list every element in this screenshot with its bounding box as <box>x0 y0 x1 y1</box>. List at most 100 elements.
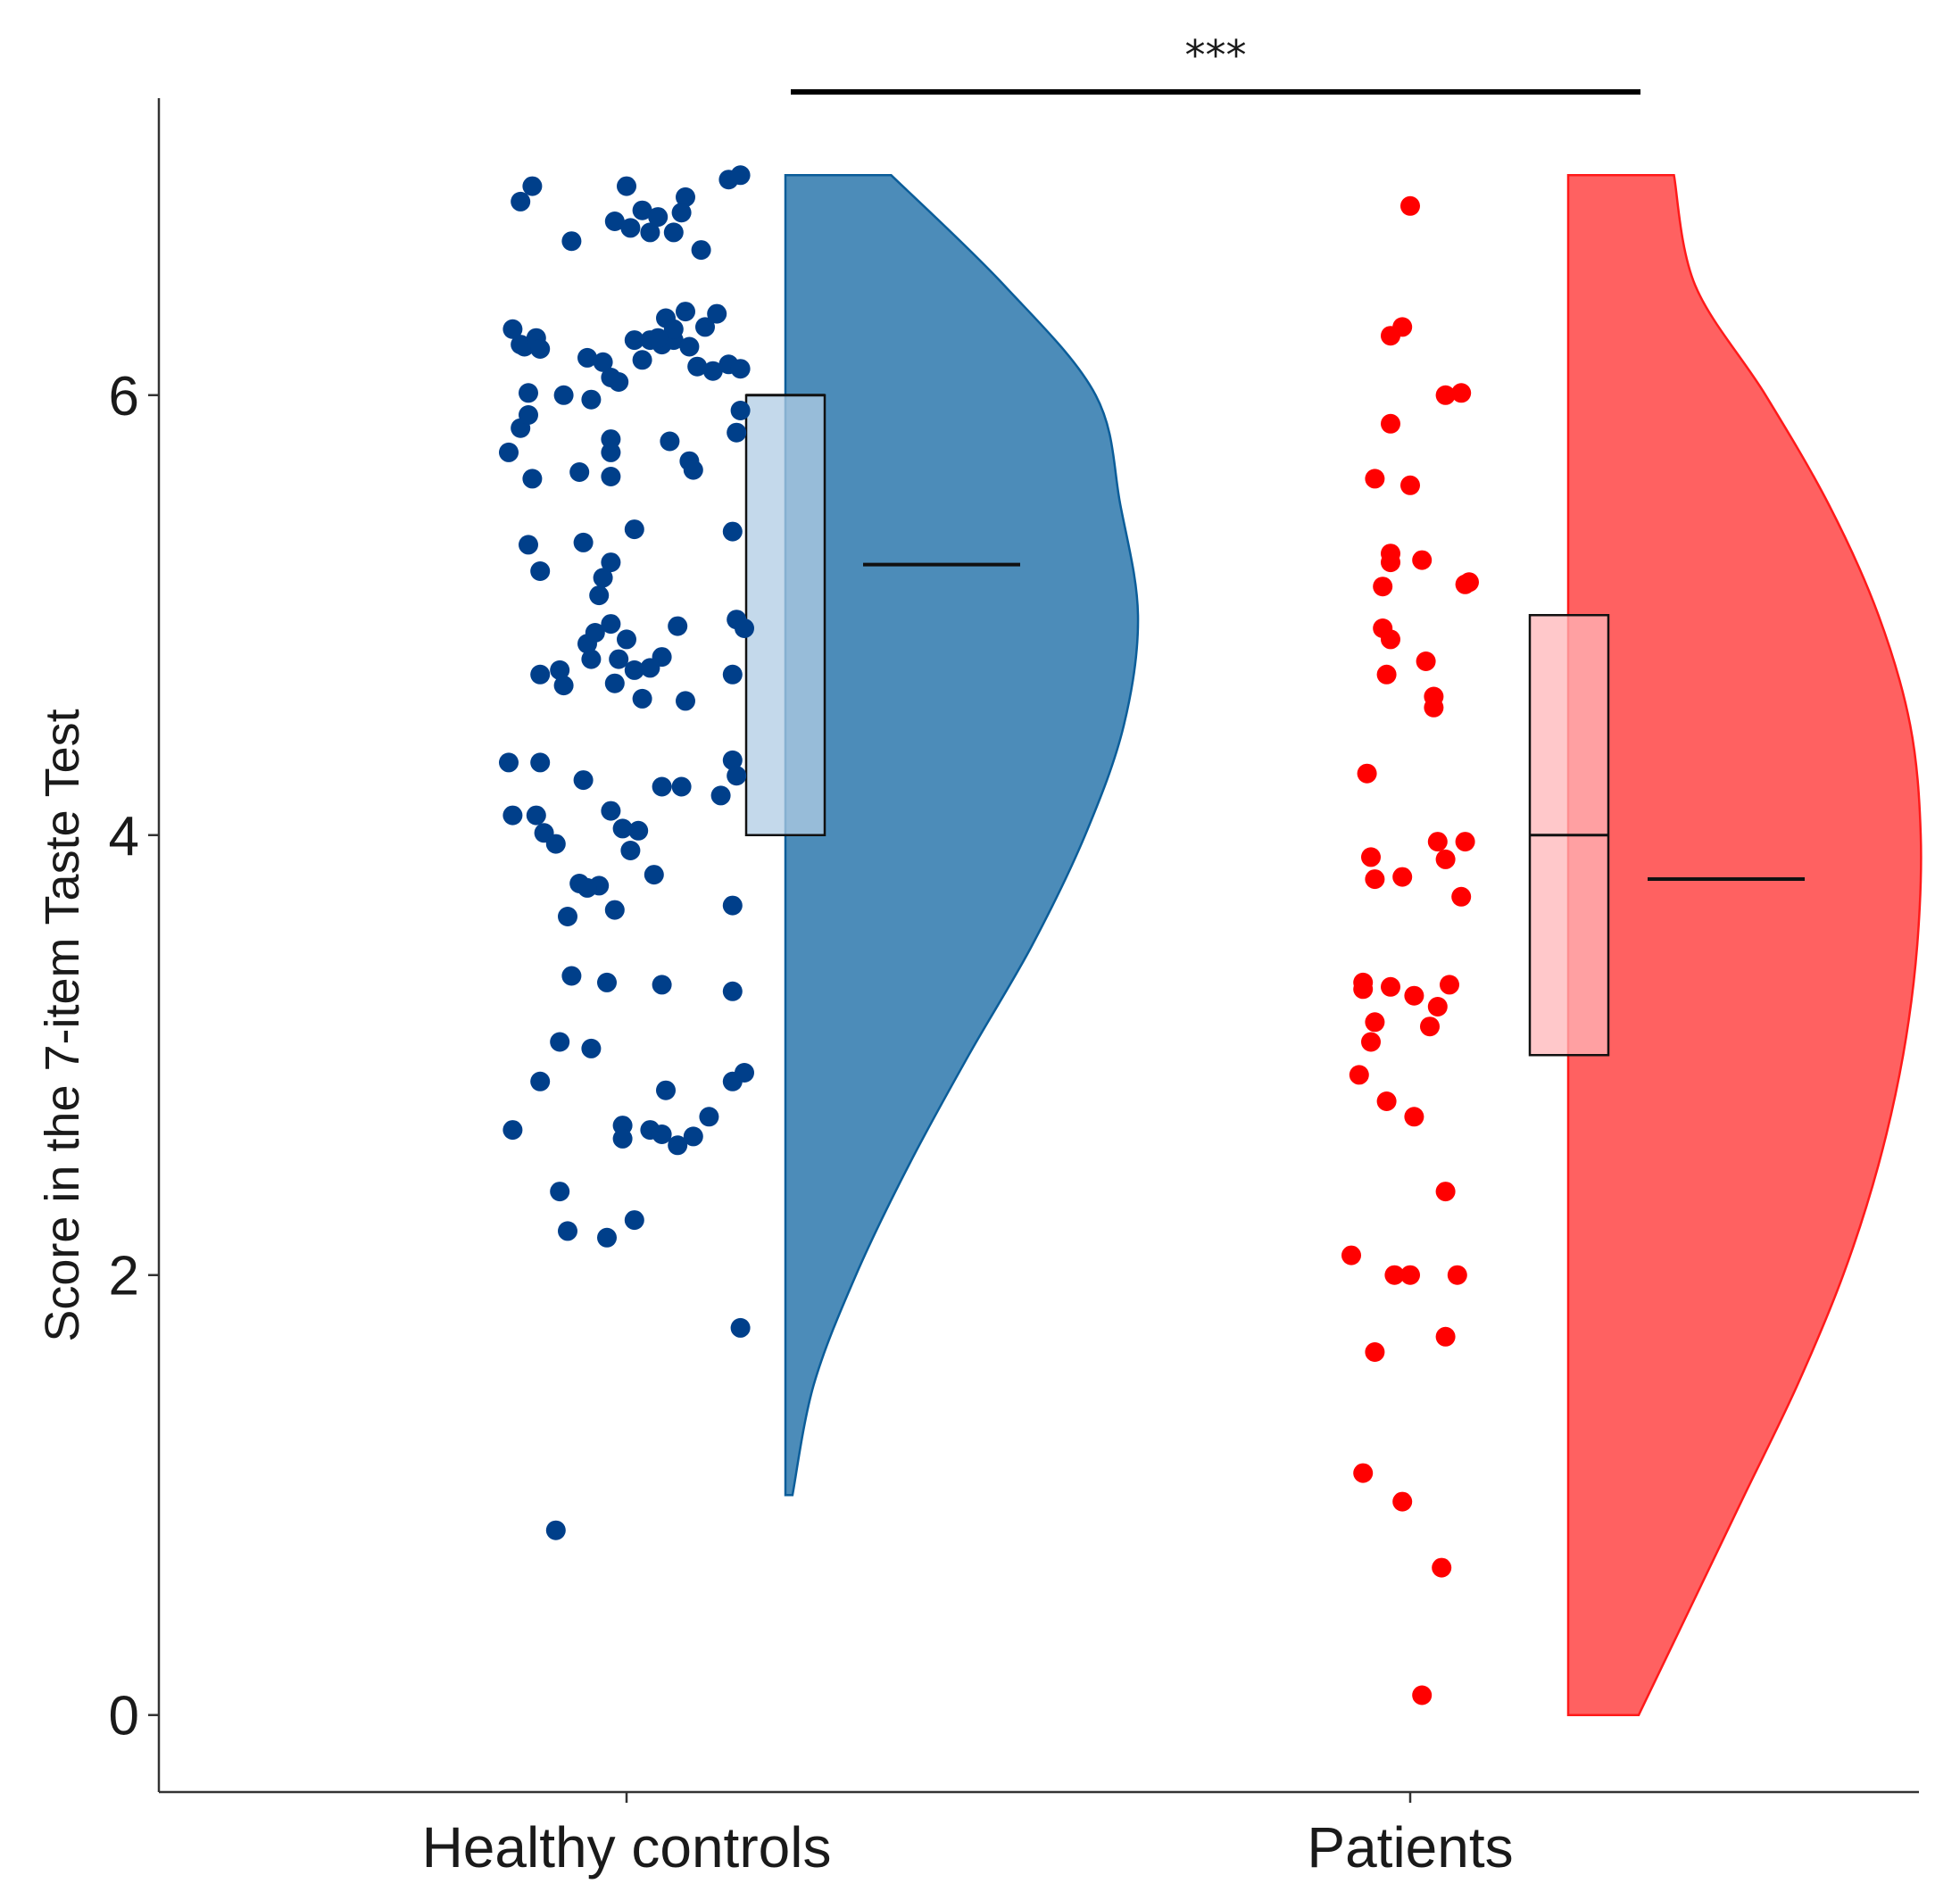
point-healthy-controls <box>604 900 625 920</box>
point-healthy-controls <box>624 660 644 680</box>
point-healthy-controls <box>511 191 531 212</box>
y-tick-label: 2 <box>109 1246 139 1307</box>
point-healthy-controls <box>545 834 566 854</box>
point-healthy-controls <box>671 776 692 797</box>
point-healthy-controls <box>612 818 633 839</box>
point-healthy-controls <box>730 401 751 420</box>
point-healthy-controls <box>609 649 629 669</box>
point-patients <box>1349 1065 1369 1085</box>
point-healthy-controls <box>668 616 688 636</box>
point-healthy-controls <box>699 1107 719 1127</box>
point-patients <box>1400 1265 1420 1285</box>
point-healthy-controls <box>691 240 711 261</box>
point-healthy-controls <box>640 222 660 243</box>
point-healthy-controls <box>679 336 700 357</box>
point-healthy-controls <box>648 328 669 348</box>
point-patients <box>1400 475 1420 495</box>
point-healthy-controls <box>652 975 672 995</box>
point-patients <box>1381 629 1400 650</box>
point-healthy-controls <box>676 691 695 711</box>
point-patients <box>1392 1491 1413 1512</box>
jitter-points <box>499 165 1479 1705</box>
point-healthy-controls <box>577 877 597 898</box>
point-healthy-controls <box>722 750 743 770</box>
point-patients <box>1424 697 1444 718</box>
point-patients <box>1376 1091 1397 1111</box>
point-patients <box>1404 985 1424 1006</box>
point-healthy-controls <box>609 372 629 392</box>
point-patients <box>1392 867 1413 887</box>
point-healthy-controls <box>652 776 672 797</box>
point-healthy-controls <box>727 422 747 443</box>
point-patients <box>1455 832 1475 852</box>
point-healthy-controls <box>722 664 743 685</box>
boxplots <box>744 394 1610 1057</box>
point-healthy-controls <box>730 359 751 379</box>
point-healthy-controls <box>499 442 519 462</box>
point-healthy-controls <box>620 218 641 238</box>
point-healthy-controls <box>561 231 582 252</box>
point-healthy-controls <box>624 330 644 351</box>
point-healthy-controls <box>545 1520 566 1540</box>
point-patients <box>1427 832 1448 852</box>
point-healthy-controls <box>530 752 551 773</box>
point-patients <box>1451 886 1472 907</box>
point-healthy-controls <box>710 785 731 806</box>
point-healthy-controls <box>652 647 672 668</box>
point-patients <box>1435 849 1456 869</box>
point-healthy-controls <box>526 805 546 826</box>
point-healthy-controls <box>530 339 551 359</box>
point-healthy-controls <box>601 552 621 573</box>
point-patients <box>1381 413 1400 434</box>
point-healthy-controls <box>585 623 605 643</box>
point-patients <box>1432 1557 1452 1578</box>
point-healthy-controls <box>519 383 538 403</box>
point-healthy-controls <box>727 766 747 786</box>
y-tick-label: 4 <box>109 806 139 867</box>
point-healthy-controls <box>648 207 669 228</box>
point-patients <box>1361 847 1381 867</box>
x-tick-label: Patients <box>1307 1815 1513 1880</box>
point-healthy-controls <box>656 1080 676 1100</box>
point-patients <box>1459 572 1479 593</box>
point-healthy-controls <box>620 841 641 860</box>
cloud-patients <box>1566 174 1923 1716</box>
point-healthy-controls <box>502 805 523 826</box>
point-healthy-controls <box>702 361 723 381</box>
point-healthy-controls <box>601 467 621 486</box>
point-patients <box>1435 1182 1456 1202</box>
point-healthy-controls <box>519 405 538 425</box>
point-healthy-controls <box>624 1210 644 1231</box>
point-healthy-controls <box>632 350 652 370</box>
point-patients <box>1376 664 1397 685</box>
point-healthy-controls <box>601 614 621 635</box>
x-axis-ticks: Healthy controls Patients <box>422 1792 1514 1880</box>
point-healthy-controls <box>612 1128 633 1149</box>
point-healthy-controls <box>530 561 551 581</box>
point-healthy-controls <box>519 535 538 555</box>
point-patients <box>1440 975 1459 995</box>
point-healthy-controls <box>617 629 636 650</box>
point-healthy-controls <box>730 165 751 186</box>
point-healthy-controls <box>522 176 543 196</box>
point-healthy-controls <box>558 907 577 926</box>
point-healthy-controls <box>581 389 602 410</box>
point-patients <box>1400 195 1420 216</box>
point-patients <box>1412 550 1433 570</box>
point-healthy-controls <box>553 676 574 696</box>
point-healthy-controls <box>581 1038 602 1058</box>
point-patients <box>1365 869 1385 890</box>
point-healthy-controls <box>604 212 625 231</box>
point-healthy-controls <box>553 385 574 405</box>
point-healthy-controls <box>676 302 695 322</box>
point-healthy-controls <box>722 895 743 916</box>
point-patients <box>1353 979 1374 1000</box>
point-patients <box>1451 383 1472 403</box>
point-healthy-controls <box>735 1063 754 1083</box>
point-healthy-controls <box>617 176 636 196</box>
point-healthy-controls <box>695 317 715 337</box>
point-healthy-controls <box>660 431 680 452</box>
point-healthy-controls <box>573 532 594 552</box>
point-healthy-controls <box>597 1227 617 1248</box>
density-clouds <box>784 174 1923 1716</box>
